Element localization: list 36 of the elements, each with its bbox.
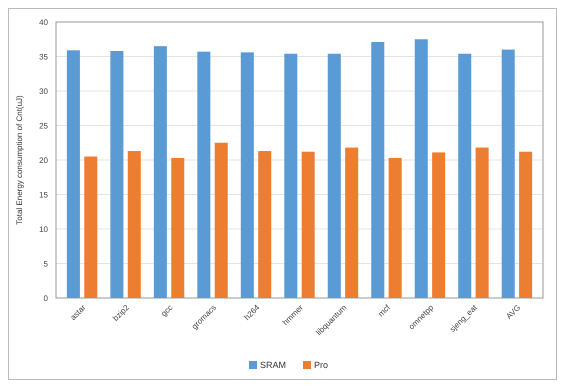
bar [214, 142, 228, 298]
y-tick-label: 10 [39, 224, 49, 234]
bar [371, 42, 384, 298]
y-tick-label: 25 [39, 121, 49, 130]
bar [328, 54, 341, 298]
y-tick-label: 40 [39, 18, 49, 27]
bar [154, 46, 167, 298]
bar [240, 52, 254, 298]
bar [284, 54, 298, 298]
y-tick-label: 5 [44, 259, 49, 268]
bar [110, 50, 124, 298]
bar [258, 151, 272, 298]
bar [345, 148, 358, 298]
y-tick-label: 30 [39, 86, 49, 96]
x-tick-label: mcf [376, 302, 392, 319]
bar [66, 50, 80, 298]
y-axis-title: Total Energy consumption of Cnt(uJ) [15, 94, 24, 225]
bar [388, 158, 402, 298]
bar [432, 152, 446, 298]
y-tick-label: 0 [44, 294, 49, 303]
bar [519, 152, 532, 298]
y-tick-label: 20 [39, 156, 49, 165]
bar [84, 156, 98, 298]
bar [197, 52, 210, 298]
bar [171, 158, 184, 298]
bar [458, 54, 472, 298]
bar [476, 148, 489, 298]
y-tick-label: 35 [39, 52, 49, 62]
y-tick-label: 15 [39, 190, 49, 200]
bar [302, 152, 315, 298]
legend-label: Pro [314, 360, 328, 370]
x-tick-label: gcc [159, 303, 174, 318]
bar [128, 151, 141, 298]
legend-label: SRAM [260, 360, 286, 370]
bar [414, 39, 428, 298]
bar [502, 50, 515, 298]
